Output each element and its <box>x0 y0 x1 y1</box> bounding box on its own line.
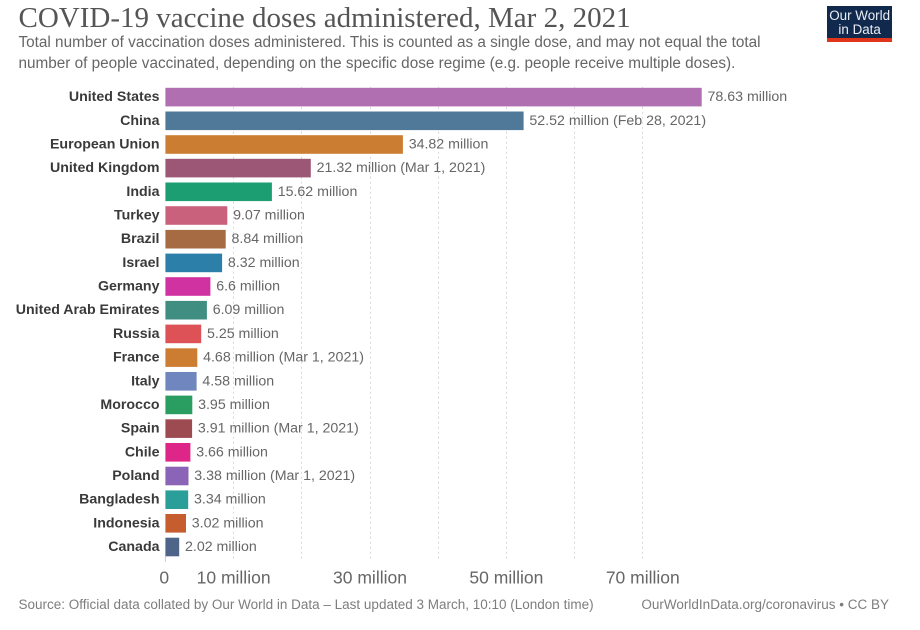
svg-text:3.91 million (Mar 1, 2021): 3.91 million (Mar 1, 2021) <box>198 421 359 437</box>
svg-text:Morocco: Morocco <box>100 397 159 413</box>
svg-text:Germany: Germany <box>98 279 160 295</box>
svg-text:Chile: Chile <box>125 444 160 460</box>
svg-text:3.02 million: 3.02 million <box>192 515 264 531</box>
svg-text:6.6 million: 6.6 million <box>216 279 280 295</box>
svg-text:5.25 million: 5.25 million <box>207 326 279 342</box>
svg-text:Turkey: Turkey <box>114 208 160 224</box>
svg-text:Israel: Israel <box>122 255 159 271</box>
svg-text:United Arab Emirates: United Arab Emirates <box>16 302 160 318</box>
svg-text:Bangladesh: Bangladesh <box>79 492 159 508</box>
svg-text:Brazil: Brazil <box>121 231 160 247</box>
svg-text:0: 0 <box>159 567 169 587</box>
svg-text:France: France <box>113 350 160 366</box>
svg-text:8.32 million: 8.32 million <box>228 255 300 271</box>
svg-text:8.84 million: 8.84 million <box>232 231 304 247</box>
svg-text:78.63 million: 78.63 million <box>708 89 788 105</box>
svg-text:United Kingdom: United Kingdom <box>50 160 160 176</box>
svg-text:3.95 million: 3.95 million <box>198 397 270 413</box>
svg-text:21.32 million (Mar 1, 2021): 21.32 million (Mar 1, 2021) <box>317 160 486 176</box>
svg-text:30 million: 30 million <box>333 567 407 587</box>
svg-text:34.82 million: 34.82 million <box>409 137 489 153</box>
svg-text:3.34 million: 3.34 million <box>194 492 266 508</box>
svg-text:4.68 million (Mar 1, 2021): 4.68 million (Mar 1, 2021) <box>203 350 364 366</box>
svg-text:United States: United States <box>69 89 160 105</box>
svg-text:Spain: Spain <box>121 421 160 437</box>
svg-text:6.09 million: 6.09 million <box>213 302 285 318</box>
svg-text:52.52 million (Feb 28, 2021): 52.52 million (Feb 28, 2021) <box>529 113 706 129</box>
svg-text:70 million: 70 million <box>606 567 680 587</box>
svg-text:50 million: 50 million <box>469 567 543 587</box>
svg-text:9.07 million: 9.07 million <box>233 208 305 224</box>
svg-text:India: India <box>126 184 159 200</box>
svg-text:Italy: Italy <box>131 373 159 389</box>
svg-text:China: China <box>120 113 160 129</box>
svg-text:4.58 million: 4.58 million <box>202 373 274 389</box>
svg-text:European Union: European Union <box>50 137 160 153</box>
svg-text:3.66 million: 3.66 million <box>196 444 268 460</box>
svg-text:10 million: 10 million <box>197 567 271 587</box>
svg-text:Russia: Russia <box>113 326 160 342</box>
svg-text:Indonesia: Indonesia <box>93 515 159 531</box>
svg-text:2.02 million: 2.02 million <box>185 539 257 555</box>
svg-text:3.38 million (Mar 1, 2021): 3.38 million (Mar 1, 2021) <box>194 468 355 484</box>
svg-text:Poland: Poland <box>112 468 159 484</box>
svg-text:Canada: Canada <box>108 539 159 555</box>
svg-text:15.62 million: 15.62 million <box>278 184 358 200</box>
